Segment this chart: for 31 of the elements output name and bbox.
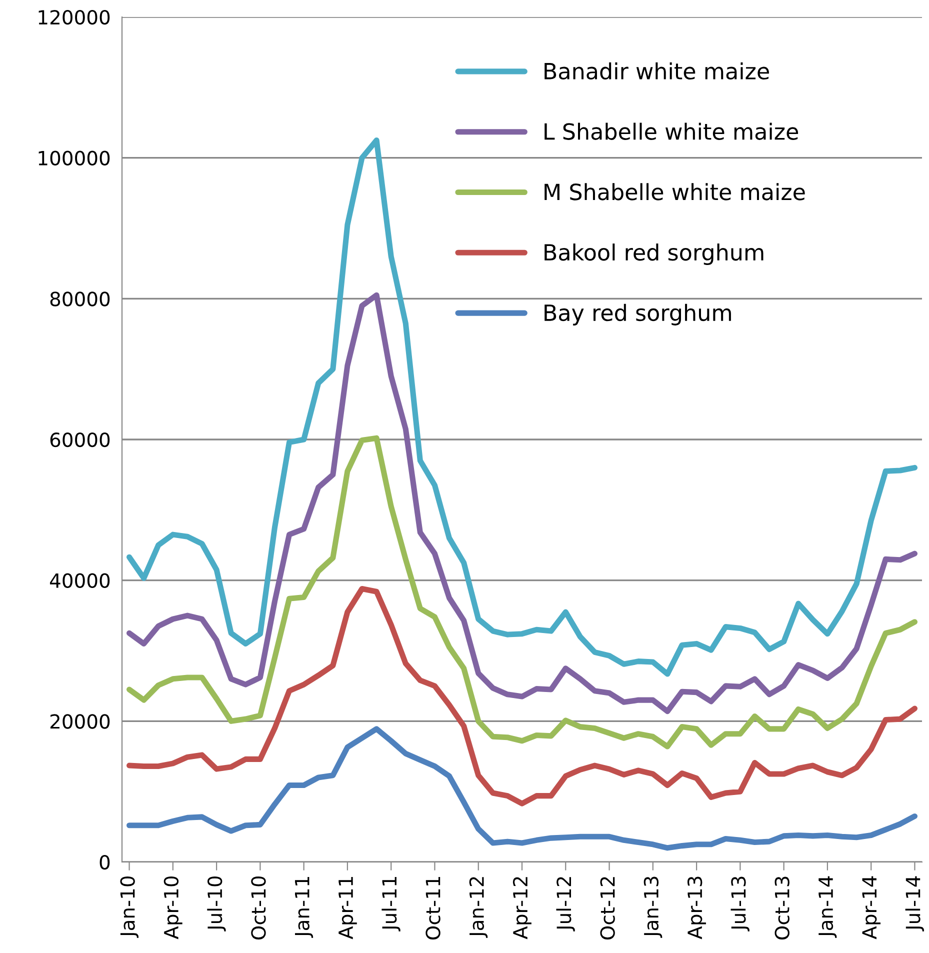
y-tick-label: 20000 bbox=[50, 714, 110, 729]
y-tick-label: 0 bbox=[100, 854, 110, 870]
y-tick-label: 80000 bbox=[50, 292, 110, 306]
y-tick-label: 60000 bbox=[50, 432, 110, 448]
x-tick-label: Oct-10 bbox=[251, 876, 266, 940]
legend-label: Banadir white maize bbox=[544, 62, 769, 80]
x-tick-label: Jan-13 bbox=[644, 876, 662, 938]
x-tick-label: Oct-13 bbox=[774, 876, 790, 940]
legend-label: Bay red sorghum bbox=[544, 304, 731, 326]
x-tick-label: Apr-13 bbox=[687, 876, 706, 940]
legend-label: L Shabelle white maize bbox=[544, 122, 798, 140]
y-tick-label: 40000 bbox=[50, 573, 110, 588]
x-tick-label: Oct-11 bbox=[426, 876, 440, 940]
x-tick-label: Jul-10 bbox=[207, 876, 226, 932]
y-tick-label: 100000 bbox=[38, 150, 110, 166]
x-tick-label: Jan-14 bbox=[818, 876, 837, 938]
x-tick-label: Apr-10 bbox=[164, 876, 182, 940]
legend-label: Bakool red sorghum bbox=[544, 244, 764, 266]
x-tick-label: Jul-14 bbox=[905, 876, 924, 932]
x-tick-label: Jan-11 bbox=[295, 876, 314, 938]
x-tick-label: Apr-14 bbox=[862, 876, 880, 940]
x-tick-label: Jul-11 bbox=[382, 876, 400, 932]
legend-label: M Shabelle white maize bbox=[544, 183, 805, 200]
x-tick-label: Oct-12 bbox=[600, 877, 615, 940]
x-tick-label: Jan-12 bbox=[469, 877, 488, 938]
x-tick-label: Jul-13 bbox=[730, 876, 750, 932]
x-tick-label: Apr-12 bbox=[512, 877, 532, 940]
y-tick-label: 120000 bbox=[38, 10, 110, 25]
x-tick-label: Jul-12 bbox=[556, 877, 575, 932]
x-tick-label: Apr-11 bbox=[338, 876, 357, 940]
x-tick-label: Jan-10 bbox=[120, 876, 139, 938]
